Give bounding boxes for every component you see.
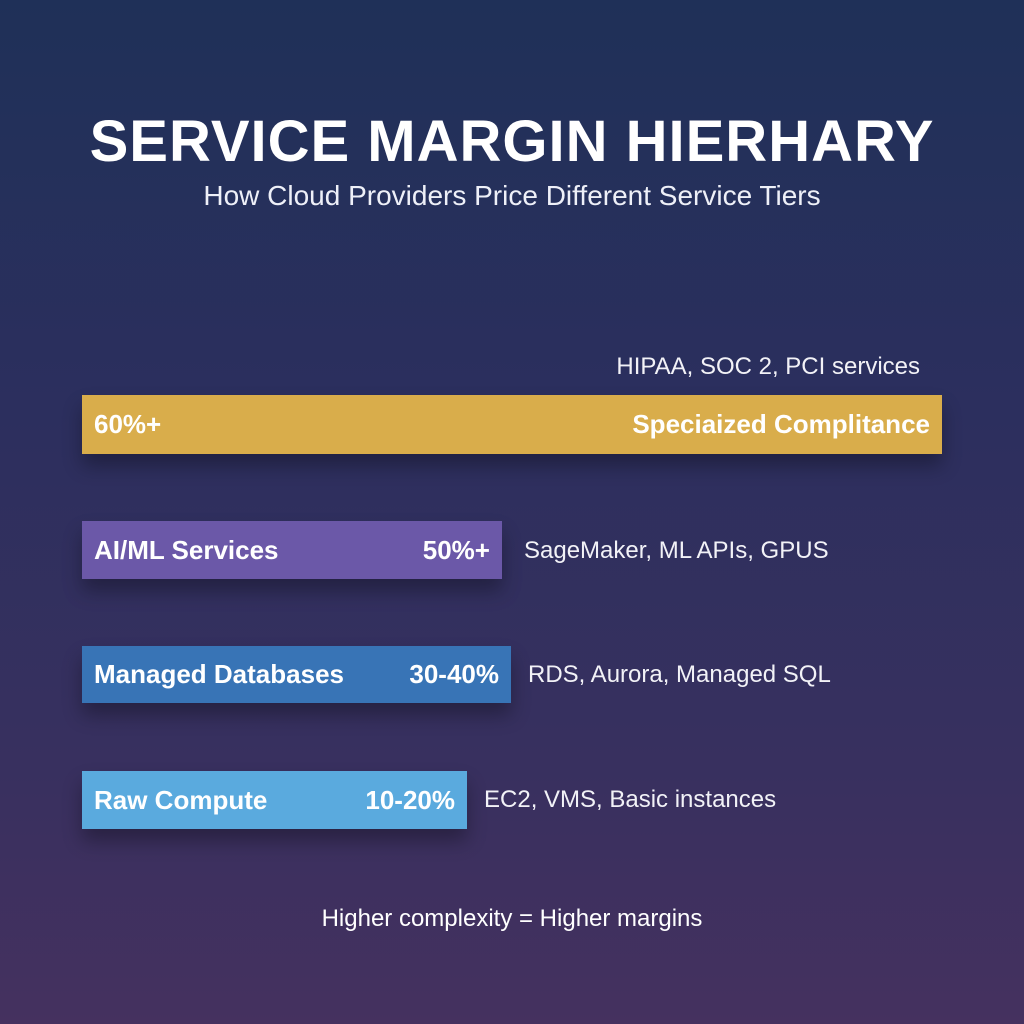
bar-category-label: AI/ML Services xyxy=(94,534,279,565)
bar-examples-ai-ml: SageMaker, ML APIs, GPUS xyxy=(524,537,829,564)
chart-subtitle: How Cloud Providers Price Different Serv… xyxy=(203,180,821,211)
chart-footnote: Higher complexity = Higher margins xyxy=(321,905,703,932)
bar-ai-ml: AI/ML Services 50%+ xyxy=(82,521,502,579)
bar-compliance: 60%+ Speciaized Complitance xyxy=(82,395,942,454)
bar-raw-compute: Raw Compute 10-20% xyxy=(82,771,467,829)
bar-category-label: Raw Compute xyxy=(94,784,268,815)
bar-value-label: 10-20% xyxy=(365,784,455,815)
bar-value-label: 50%+ xyxy=(422,534,490,565)
bar-examples-compute: EC2, VMS, Basic instances xyxy=(484,786,777,813)
bar-examples-compliance: HIPAA, SOC 2, PCI services xyxy=(616,353,920,380)
bar-category-label: Managed Databases xyxy=(94,659,344,689)
bar-value-label: 30-40% xyxy=(409,659,499,689)
bar-examples-databases: RDS, Aurora, Managed SQL xyxy=(528,661,831,688)
chart-title: SERVICE MARGIN HIERHARY xyxy=(89,109,935,174)
bar-managed-databases: Managed Databases 30-40% xyxy=(82,646,511,703)
bar-value-label: 60%+ xyxy=(94,409,162,439)
bar-category-label: Speciaized Complitance xyxy=(632,409,930,439)
